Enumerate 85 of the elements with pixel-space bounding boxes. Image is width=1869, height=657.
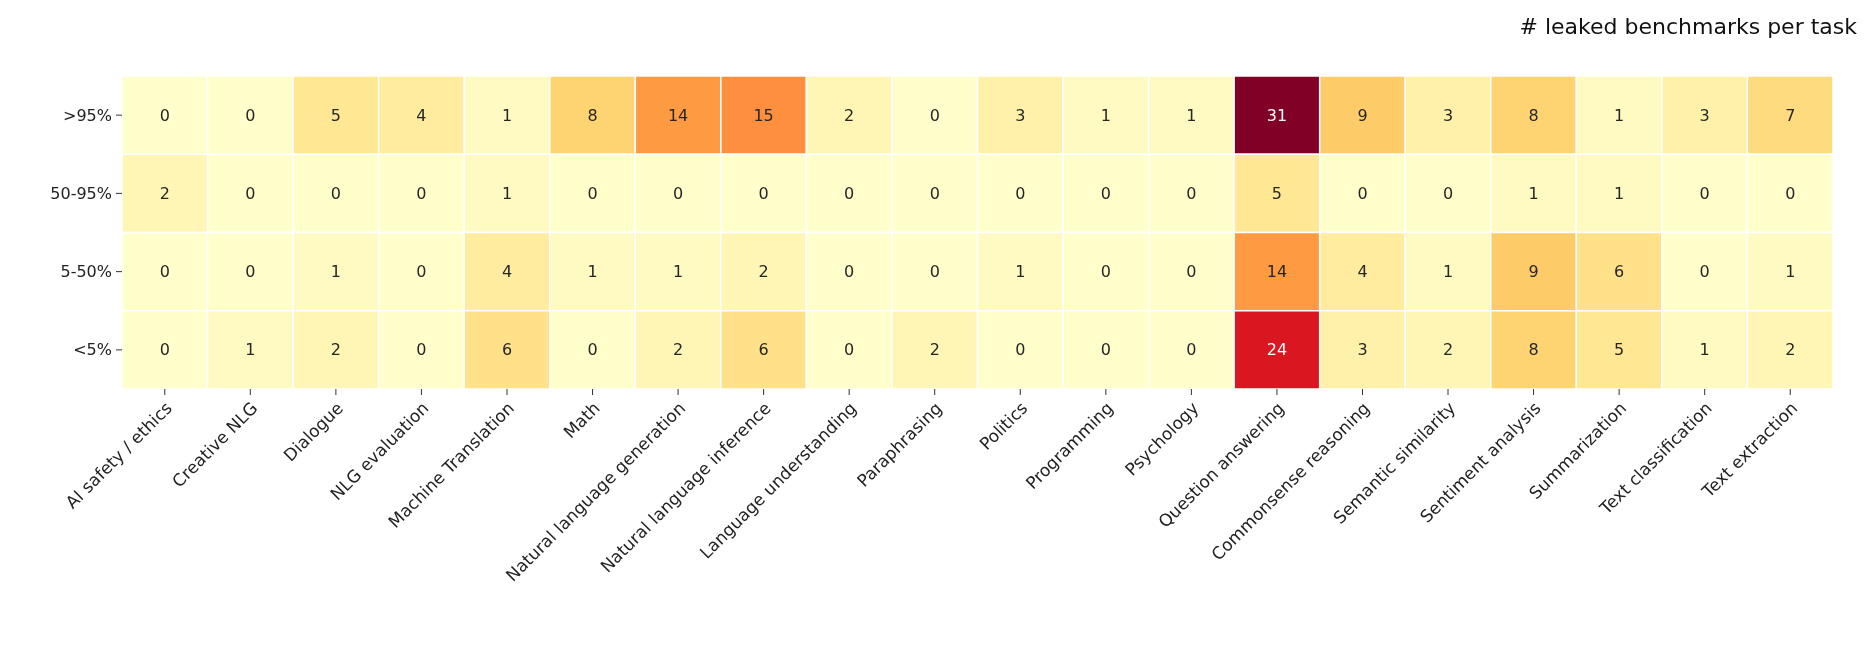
data-label: 4 xyxy=(1357,262,1368,282)
data-label: 2 xyxy=(758,262,769,282)
data-label: 3 xyxy=(1699,105,1710,125)
data-label: 2 xyxy=(844,105,855,125)
y-tick-label: >95% xyxy=(63,105,112,125)
data-label: 1 xyxy=(587,262,598,282)
data-label: 9 xyxy=(1357,105,1368,125)
data-label: 2 xyxy=(1442,340,1454,360)
data-label: 0 xyxy=(758,183,769,203)
chart-title: # leaked benchmarks per task xyxy=(1519,14,1858,39)
data-label: 0 xyxy=(1699,183,1710,203)
data-label: 0 xyxy=(416,340,427,360)
data-label: 0 xyxy=(1100,183,1111,203)
data-label: 0 xyxy=(1186,340,1197,360)
data-label: 3 xyxy=(1442,105,1454,125)
data-label: 4 xyxy=(501,262,513,282)
data-label: 1 xyxy=(1528,183,1539,203)
data-label: 6 xyxy=(758,340,769,360)
data-label: 0 xyxy=(159,105,170,125)
data-label: 0 xyxy=(159,340,170,360)
data-label: 5 xyxy=(330,105,341,125)
data-label: 0 xyxy=(1785,183,1796,203)
data-label: 0 xyxy=(844,183,855,203)
data-label: 0 xyxy=(416,183,427,203)
data-label: 1 xyxy=(1442,262,1454,282)
data-label: 8 xyxy=(587,105,598,125)
y-tick-label: <5% xyxy=(73,340,112,360)
data-label: 0 xyxy=(844,262,855,282)
data-label: 1 xyxy=(1614,183,1625,203)
data-label: 0 xyxy=(1357,183,1368,203)
data-label: 2 xyxy=(330,340,341,360)
data-label: 0 xyxy=(159,262,170,282)
data-label: 0 xyxy=(1015,183,1026,203)
data-label: 1 xyxy=(501,105,513,125)
data-label: 1 xyxy=(501,183,513,203)
data-label: 0 xyxy=(929,262,940,282)
data-label: 31 xyxy=(1266,105,1288,125)
data-label: 1 xyxy=(1699,340,1710,360)
data-label: 4 xyxy=(416,105,427,125)
data-label: 0 xyxy=(1186,262,1197,282)
data-label: 1 xyxy=(330,262,341,282)
data-label: 8 xyxy=(1528,105,1539,125)
data-label: 1 xyxy=(245,340,256,360)
y-tick-label: 5-50% xyxy=(60,262,112,282)
data-label: 24 xyxy=(1266,340,1288,360)
data-label: 0 xyxy=(416,262,427,282)
data-label: 2 xyxy=(929,340,940,360)
data-label: 2 xyxy=(159,183,170,203)
data-label: 2 xyxy=(672,340,684,360)
data-label: 0 xyxy=(1442,183,1454,203)
data-label: 6 xyxy=(1614,262,1625,282)
data-label: 0 xyxy=(587,340,598,360)
data-label: 3 xyxy=(1015,105,1026,125)
data-label: 1 xyxy=(1100,105,1111,125)
data-label: 1 xyxy=(672,262,684,282)
data-label: 3 xyxy=(1357,340,1368,360)
data-label: 0 xyxy=(929,183,940,203)
data-label: 1 xyxy=(1785,262,1796,282)
data-label: 0 xyxy=(330,183,341,203)
data-label: 0 xyxy=(245,183,256,203)
data-label: 0 xyxy=(245,262,256,282)
data-label: 1 xyxy=(1015,262,1026,282)
data-label: 1 xyxy=(1186,105,1197,125)
y-tick-label: 50-95% xyxy=(50,183,112,203)
data-label: 6 xyxy=(501,340,513,360)
data-label: 0 xyxy=(672,183,684,203)
data-label: 5 xyxy=(1271,183,1283,203)
data-label: 0 xyxy=(1699,262,1710,282)
data-label: 0 xyxy=(245,105,256,125)
data-label: 5 xyxy=(1614,340,1625,360)
data-label: 0 xyxy=(1015,340,1026,360)
data-label: 0 xyxy=(587,183,598,203)
data-label: 1 xyxy=(1614,105,1625,125)
data-label: 8 xyxy=(1528,340,1539,360)
data-label: 14 xyxy=(667,105,689,125)
data-label: 2 xyxy=(1785,340,1796,360)
data-label: 0 xyxy=(929,105,940,125)
data-label: 9 xyxy=(1528,262,1539,282)
data-label: 15 xyxy=(753,105,774,125)
data-label: 0 xyxy=(844,340,855,360)
data-label: 7 xyxy=(1785,105,1796,125)
data-label: 14 xyxy=(1266,262,1288,282)
data-label: 0 xyxy=(1100,340,1111,360)
data-label: 0 xyxy=(1186,183,1197,203)
data-label: 0 xyxy=(1100,262,1111,282)
